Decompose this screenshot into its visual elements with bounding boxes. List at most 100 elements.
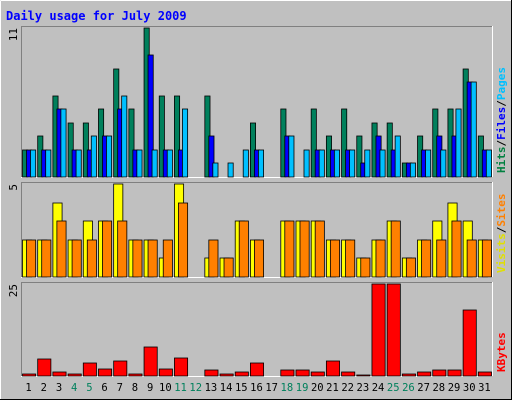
bar-sites-day-19 bbox=[299, 220, 310, 278]
bar-pages-day-18 bbox=[288, 135, 295, 178]
bar-pages-day-9 bbox=[151, 149, 158, 178]
y-max-label-visits: 5 bbox=[7, 184, 20, 191]
bar-sites-day-20 bbox=[314, 220, 325, 278]
bar-pages-day-13 bbox=[212, 162, 219, 178]
bar-kbytes-day-3 bbox=[52, 371, 67, 377]
x-tick-label-day-13: 13 bbox=[205, 382, 218, 394]
x-tick-label-day-6: 6 bbox=[101, 382, 107, 394]
bar-kbytes-day-4 bbox=[67, 373, 82, 377]
bar-pages-day-5 bbox=[90, 135, 97, 178]
bar-sites-day-22 bbox=[345, 239, 356, 278]
bar-kbytes-day-7 bbox=[113, 360, 128, 377]
bar-pages-day-29 bbox=[455, 108, 462, 178]
bar-pages-day-15 bbox=[242, 149, 249, 178]
bar-pages-day-10 bbox=[166, 149, 173, 178]
bar-pages-day-27 bbox=[425, 149, 432, 178]
bar-kbytes-day-5 bbox=[82, 362, 97, 377]
x-tick-label-day-1: 1 bbox=[25, 382, 31, 394]
bar-kbytes-day-19 bbox=[295, 369, 310, 377]
bar-kbytes-day-14 bbox=[219, 373, 234, 377]
bar-sites-day-7 bbox=[117, 220, 128, 278]
bar-sites-day-26 bbox=[405, 257, 416, 278]
panel-visits: 5 Visits/Sites bbox=[7, 182, 508, 278]
legend-hits: Hits/Files/Pages bbox=[495, 67, 508, 173]
bar-sites-day-10 bbox=[162, 239, 173, 278]
x-tick-label-day-18: 18 bbox=[281, 382, 294, 394]
x-tick-label-day-24: 24 bbox=[372, 382, 385, 394]
bar-sites-day-15 bbox=[238, 220, 249, 278]
bar-hits-day-23 bbox=[356, 135, 363, 178]
x-tick-label-day-5: 5 bbox=[86, 382, 92, 394]
x-tick-label-day-17: 17 bbox=[265, 382, 278, 394]
bar-sites-day-2 bbox=[41, 239, 52, 278]
bar-kbytes-day-22 bbox=[341, 371, 356, 377]
bar-kbytes-day-9 bbox=[143, 346, 158, 377]
bar-sites-day-30 bbox=[466, 239, 477, 278]
bar-sites-day-16 bbox=[254, 239, 264, 278]
bar-pages-day-30 bbox=[470, 81, 477, 178]
bar-sites-day-8 bbox=[132, 239, 143, 278]
bar-hits-day-11 bbox=[174, 95, 181, 178]
bar-kbytes-day-27 bbox=[417, 371, 432, 377]
bar-kbytes-day-31 bbox=[477, 371, 492, 377]
bar-hits-day-22 bbox=[341, 108, 348, 178]
bar-kbytes-day-11 bbox=[174, 357, 189, 377]
bar-sites-day-23 bbox=[360, 257, 371, 278]
bar-sites-day-21 bbox=[329, 239, 340, 278]
bar-pages-day-7 bbox=[121, 95, 128, 178]
bar-kbytes-day-6 bbox=[98, 368, 113, 377]
x-tick-label-day-7: 7 bbox=[117, 382, 123, 394]
bar-pages-day-1 bbox=[30, 149, 37, 178]
bar-pages-day-2 bbox=[45, 149, 52, 178]
x-tick-label-day-30: 30 bbox=[463, 382, 476, 394]
legend-label-kbytes: KBytes bbox=[495, 332, 508, 372]
legend-label-visits: Visits bbox=[495, 233, 508, 273]
bar-kbytes-day-26 bbox=[401, 373, 416, 377]
bar-pages-day-4 bbox=[75, 149, 82, 178]
x-tick-label-day-2: 2 bbox=[41, 382, 47, 394]
bar-kbytes-day-21 bbox=[325, 360, 340, 377]
bar-pages-day-25 bbox=[394, 135, 401, 178]
bar-kbytes-day-20 bbox=[310, 371, 325, 377]
x-tick-label-day-25: 25 bbox=[387, 382, 400, 394]
bar-sites-day-29 bbox=[451, 220, 462, 278]
bar-pages-day-19 bbox=[303, 149, 310, 178]
bar-hits-day-8 bbox=[128, 108, 135, 178]
bar-pages-day-11 bbox=[182, 108, 189, 178]
bar-pages-day-8 bbox=[136, 149, 143, 178]
x-tick-label-day-29: 29 bbox=[448, 382, 461, 394]
bar-sites-day-14 bbox=[223, 257, 234, 278]
x-tick-label-day-27: 27 bbox=[417, 382, 430, 394]
x-tick-label-day-22: 22 bbox=[341, 382, 354, 394]
x-tick-label-day-16: 16 bbox=[250, 382, 263, 394]
x-tick-label-day-14: 14 bbox=[220, 382, 233, 394]
bar-sites-day-24 bbox=[375, 239, 386, 278]
bar-pages-day-21 bbox=[333, 149, 340, 178]
y-max-label-kbytes: 25 bbox=[7, 284, 20, 297]
bar-pages-day-26 bbox=[409, 162, 416, 178]
bar-sites-day-13 bbox=[208, 239, 219, 278]
x-tick-label-day-4: 4 bbox=[71, 382, 77, 394]
bar-kbytes-day-24 bbox=[371, 283, 386, 377]
bar-kbytes-day-30 bbox=[462, 309, 477, 377]
bar-pages-day-6 bbox=[106, 135, 113, 178]
bar-kbytes-day-8 bbox=[128, 373, 143, 377]
bar-kbytes-day-23 bbox=[356, 374, 371, 377]
legend-label-sep: / bbox=[495, 100, 508, 107]
legend-label-hits: Hits bbox=[495, 147, 508, 174]
bar-hits-day-20 bbox=[310, 108, 317, 178]
bar-sites-day-11 bbox=[178, 202, 189, 278]
bar-sites-day-27 bbox=[421, 239, 432, 278]
bar-sites-day-25 bbox=[390, 220, 401, 278]
bar-pages-day-24 bbox=[379, 149, 386, 178]
bar-pages-day-28 bbox=[440, 149, 447, 178]
bar-kbytes-day-13 bbox=[204, 369, 219, 377]
bar-pages-day-14 bbox=[227, 162, 234, 178]
x-tick-label-day-11: 11 bbox=[174, 382, 187, 394]
x-tick-label-day-9: 9 bbox=[147, 382, 153, 394]
bar-pages-day-16 bbox=[258, 149, 264, 178]
bar-sites-day-6 bbox=[102, 220, 113, 278]
bar-sites-day-18 bbox=[284, 220, 295, 278]
